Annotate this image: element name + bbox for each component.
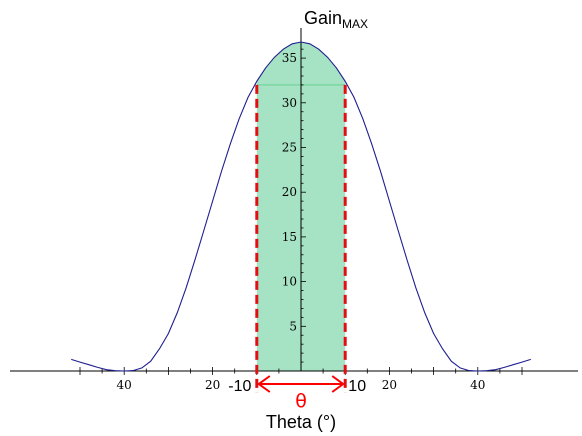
beamwidth-arrow [257, 375, 345, 393]
x-tick-labels: 40 20 20 40 -10 10 [117, 378, 486, 395]
x-tick-label: 20 [205, 378, 220, 392]
arrow-head-left [257, 375, 271, 393]
theta-symbol-label: θ [295, 390, 307, 412]
y-axis-label: GainMAX [304, 8, 368, 31]
x-tick-label-large: -10 [228, 378, 251, 395]
y-tick-label: 5 [289, 319, 297, 333]
y-axis-label-main: Gain [304, 8, 342, 28]
arrow-head-right [331, 375, 345, 393]
y-tick-label: 10 [282, 275, 297, 289]
y-ticks: 5 10 15 20 25 30 35 [282, 48, 306, 363]
x-axis-label: Theta (°) [266, 412, 336, 432]
y-tick-label: 30 [282, 96, 297, 110]
y-tick-label: 15 [282, 230, 297, 244]
x-tick-label: 20 [382, 378, 397, 392]
x-tick-label: 40 [117, 378, 132, 392]
y-tick-label: 35 [282, 51, 297, 65]
x-tick-label: 40 [470, 378, 485, 392]
y-tick-label: 20 [282, 185, 297, 199]
y-tick-label: 25 [282, 141, 297, 155]
x-tick-label-large: 10 [348, 378, 366, 395]
series-line-gain [71, 41, 531, 372]
y-axis-label-sub: MAX [342, 17, 368, 31]
